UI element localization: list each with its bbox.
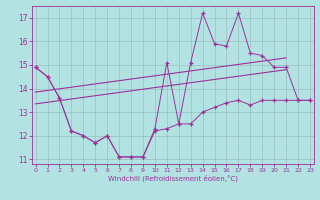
- X-axis label: Windchill (Refroidissement éolien,°C): Windchill (Refroidissement éolien,°C): [108, 175, 238, 182]
